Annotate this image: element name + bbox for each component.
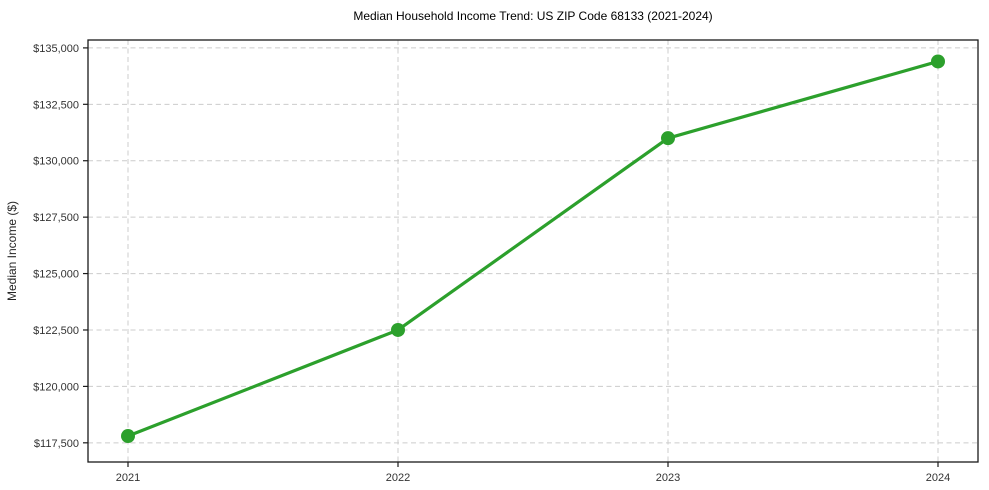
x-tick-label: 2024 bbox=[926, 472, 950, 484]
data-point bbox=[661, 131, 675, 146]
y-tick-label: $122,500 bbox=[33, 325, 79, 337]
axis-ticks bbox=[83, 47, 939, 467]
y-axis-title: Median Income ($) bbox=[5, 201, 19, 301]
y-tick-label: $125,000 bbox=[33, 269, 79, 281]
data-series bbox=[121, 54, 945, 444]
y-tick-label: $127,500 bbox=[33, 212, 79, 224]
y-tick-label: $117,500 bbox=[34, 438, 79, 450]
trend-line bbox=[126, 59, 940, 438]
data-point bbox=[391, 322, 405, 337]
chart-title: Median Household Income Trend: US ZIP Co… bbox=[353, 9, 712, 23]
data-point bbox=[121, 429, 135, 444]
x-tick-label: 2021 bbox=[116, 472, 140, 484]
x-tick-label: 2023 bbox=[656, 472, 680, 484]
y-tick-label: $120,000 bbox=[33, 381, 79, 393]
data-point bbox=[931, 54, 945, 69]
axis-tick-labels: $117,500 $120,000 $122,500 $125,000 $127,500… bbox=[33, 43, 950, 484]
x-tick-label: 2022 bbox=[386, 472, 410, 484]
y-tick-label: $135,000 bbox=[33, 43, 79, 55]
grid-lines bbox=[88, 40, 978, 462]
y-tick-label: $130,000 bbox=[33, 156, 79, 168]
plot-border bbox=[87, 39, 979, 463]
y-tick-label: $132,500 bbox=[33, 99, 79, 111]
